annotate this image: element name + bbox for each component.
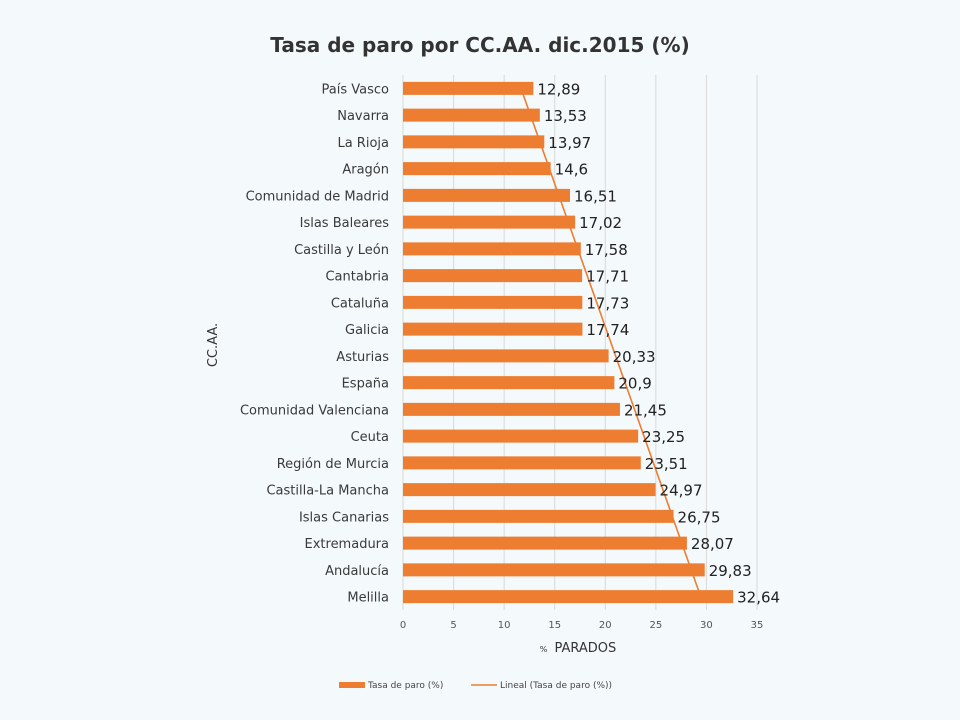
category-label: País Vasco xyxy=(322,82,390,97)
x-axis-title: % PARADOS xyxy=(540,641,617,656)
legend-label-trendline: Lineal (Tasa de paro (%)) xyxy=(500,681,612,691)
bar xyxy=(403,349,609,363)
bar xyxy=(403,563,705,577)
category-label: Región de Murcia xyxy=(277,457,389,472)
data-label: 17,74 xyxy=(586,321,629,339)
x-tick-label: 35 xyxy=(751,620,764,631)
x-tick-label: 0 xyxy=(400,620,406,631)
data-label: 14,6 xyxy=(555,161,588,179)
data-label: 32,64 xyxy=(737,589,780,607)
category-label: Islas Canarias xyxy=(299,510,389,525)
bar xyxy=(403,215,576,229)
bar xyxy=(403,509,674,523)
bar xyxy=(403,429,639,443)
data-label: 24,97 xyxy=(660,482,703,500)
data-label: 12,89 xyxy=(537,80,580,98)
category-label: Aragón xyxy=(342,163,389,178)
data-label: 17,73 xyxy=(586,294,629,312)
data-label: 26,75 xyxy=(678,508,721,526)
category-label: Cantabria xyxy=(325,270,389,285)
category-label: Islas Baleares xyxy=(300,216,390,231)
x-tick-label: 25 xyxy=(649,620,662,631)
data-label: 20,9 xyxy=(618,375,651,393)
category-label: Cataluña xyxy=(331,296,389,311)
data-label: 29,83 xyxy=(709,562,752,580)
bar xyxy=(403,135,545,149)
data-label: 20,33 xyxy=(613,348,656,366)
category-label: Castilla y León xyxy=(294,243,389,258)
legend-swatch-bar xyxy=(339,682,365,688)
bar xyxy=(403,536,687,550)
data-label: 13,53 xyxy=(544,107,587,125)
trendline xyxy=(520,88,702,597)
x-axis-title-prefix: % xyxy=(540,645,548,654)
x-tick-label: 5 xyxy=(450,620,456,631)
category-label: Asturias xyxy=(336,350,389,365)
category-label: Melilla xyxy=(347,591,389,606)
x-tick-label: 30 xyxy=(700,620,713,631)
labels: 0 5 10 15 20 25 30 35 País Vasco 12,89 Navarra 13,5… xyxy=(240,80,780,631)
x-tick-label: 10 xyxy=(498,620,511,631)
x-tick-label: 20 xyxy=(599,620,612,631)
chart-title: Tasa de paro por CC.AA. dic.2015 (%) xyxy=(270,33,689,57)
bar xyxy=(403,590,734,604)
category-label: Navarra xyxy=(337,109,389,124)
bar xyxy=(403,402,620,416)
category-label: Comunidad de Madrid xyxy=(246,189,389,204)
category-label: Galicia xyxy=(345,323,389,338)
bar xyxy=(403,322,583,336)
category-label: Andalucía xyxy=(325,564,389,579)
bar xyxy=(403,81,534,95)
category-label: Extremadura xyxy=(305,537,390,552)
legend-label-bar: Tasa de paro (%) xyxy=(367,681,443,691)
bar xyxy=(403,376,615,390)
x-axis-title-text: PARADOS xyxy=(554,641,616,656)
bar xyxy=(403,242,581,256)
bar xyxy=(403,295,583,309)
data-label: 28,07 xyxy=(691,535,734,553)
bar xyxy=(403,108,540,122)
bar xyxy=(403,483,656,497)
bars xyxy=(403,81,734,604)
category-label: Castilla-La Mancha xyxy=(266,484,389,499)
bar xyxy=(403,188,570,202)
category-label: España xyxy=(342,377,389,392)
data-label: 23,51 xyxy=(645,455,688,473)
data-label: 17,02 xyxy=(579,214,622,232)
data-label: 17,58 xyxy=(585,241,628,259)
data-label: 23,25 xyxy=(642,428,685,446)
data-label: 16,51 xyxy=(574,187,617,205)
data-label: 21,45 xyxy=(624,401,667,419)
data-label: 13,97 xyxy=(548,134,591,152)
bar xyxy=(403,162,551,176)
legend: Tasa de paro (%) Lineal (Tasa de paro (%… xyxy=(339,681,612,691)
category-label: Comunidad Valenciana xyxy=(240,403,389,418)
bar xyxy=(403,269,583,283)
category-label: La Rioja xyxy=(337,136,389,151)
grid xyxy=(402,75,758,610)
data-label: 17,71 xyxy=(586,268,629,286)
trendline-layer xyxy=(520,88,702,597)
bar xyxy=(403,456,641,470)
x-tick-label: 15 xyxy=(548,620,561,631)
y-axis-title: CC.AA. xyxy=(206,323,221,367)
category-label: Ceuta xyxy=(351,430,389,445)
